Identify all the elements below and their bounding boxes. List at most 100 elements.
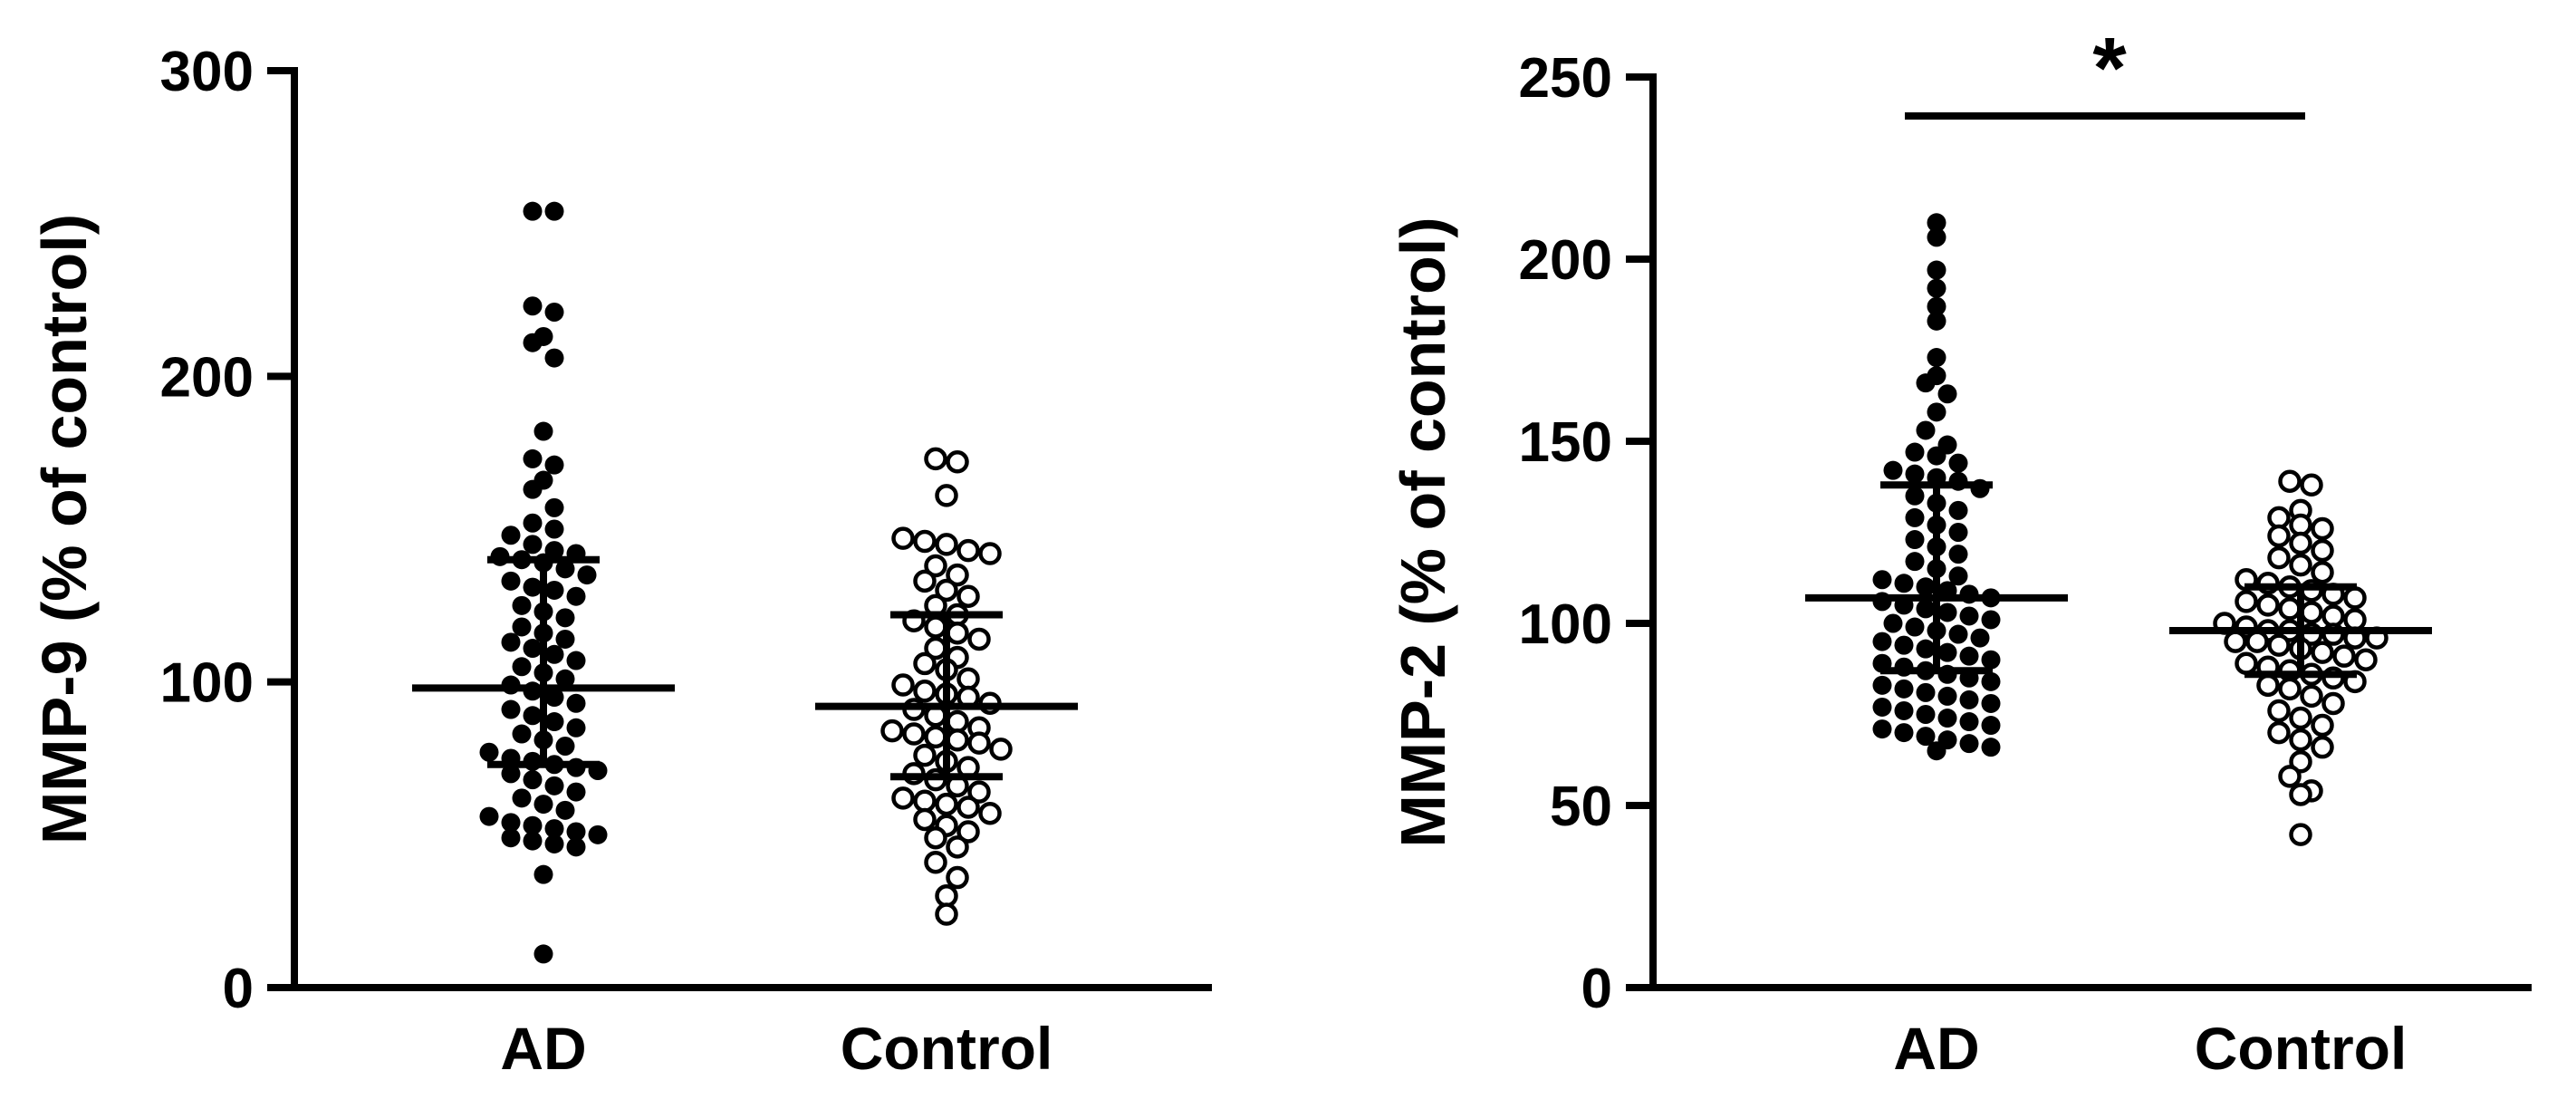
data-point [913, 569, 937, 593]
data-point [2343, 586, 2367, 610]
data-point [913, 789, 937, 813]
data-point [1937, 603, 1957, 622]
data-point [1927, 213, 1946, 233]
data-point [2311, 641, 2334, 664]
data-point [555, 629, 575, 649]
data-point [2278, 677, 2302, 701]
x-category-label: AD [500, 1015, 586, 1082]
data-point [2245, 630, 2269, 653]
data-point [935, 533, 958, 556]
data-point [566, 651, 586, 670]
data-point [2267, 506, 2291, 530]
data-point [891, 673, 915, 697]
y-tick-label: 100 [1519, 593, 1612, 656]
data-point [501, 764, 521, 784]
data-point [1927, 402, 1946, 422]
data-point [523, 577, 543, 597]
x-category-label: Control [2195, 1015, 2408, 1082]
data-point [1916, 599, 1936, 619]
data-point [566, 837, 586, 857]
y-axis-title: MMP-2 (% of control) [1388, 217, 1458, 847]
data-point [533, 944, 553, 964]
data-point [946, 709, 969, 734]
data-point [2289, 553, 2312, 577]
data-point [1948, 545, 1968, 564]
data-point [935, 484, 958, 507]
y-tick-label: 200 [1519, 229, 1612, 292]
data-point [2278, 597, 2302, 621]
y-tick-label: 100 [160, 652, 254, 715]
data-point [523, 296, 543, 316]
data-point [1916, 727, 1936, 747]
data-point [1916, 705, 1936, 724]
data-point [512, 788, 532, 808]
data-point [913, 807, 937, 832]
data-point [1970, 628, 1990, 648]
data-point [544, 302, 564, 322]
data-point [544, 541, 564, 561]
series-ad [1805, 213, 2068, 761]
data-point [989, 738, 1013, 761]
data-point [978, 801, 1002, 825]
data-point [924, 554, 947, 578]
data-point [501, 571, 521, 591]
mmp2-panel: 0 50 100 150 200 250 MMP-2 (% of control) AD Con… [1388, 20, 2532, 1082]
data-point [1916, 420, 1936, 440]
data-point [2289, 750, 2312, 774]
data-point [2311, 735, 2334, 759]
data-point [913, 743, 937, 767]
data-point [544, 834, 564, 853]
data-point [2289, 531, 2312, 555]
data-point [2311, 713, 2334, 738]
data-point [1959, 734, 1979, 754]
data-point [1916, 373, 1936, 393]
data-point [1981, 650, 2001, 670]
data-point [523, 831, 543, 851]
data-point [544, 580, 564, 600]
data-point [523, 535, 543, 554]
data-point [1905, 442, 1925, 462]
data-point [967, 780, 991, 804]
data-point [2311, 560, 2334, 584]
y-tick-label: 300 [160, 41, 254, 103]
data-point [924, 850, 947, 874]
data-point [935, 902, 958, 926]
data-point [1905, 486, 1925, 506]
data-point [1916, 682, 1936, 702]
data-point [1959, 646, 1979, 666]
y-tick-label: 0 [223, 958, 254, 1020]
data-point [501, 828, 521, 848]
data-point [1894, 574, 1914, 593]
data-point [924, 725, 947, 749]
data-point [1927, 741, 1946, 761]
data-point [2235, 590, 2258, 613]
data-point [924, 615, 947, 639]
data-point [512, 617, 532, 637]
data-point [978, 542, 1002, 565]
data-point [967, 731, 991, 755]
data-point [533, 421, 553, 441]
data-point [544, 712, 564, 732]
data-point [2256, 673, 2280, 698]
data-point [946, 835, 969, 859]
data-point [1905, 530, 1925, 550]
data-point [501, 526, 521, 545]
data-point [1948, 624, 1968, 644]
data-point [2267, 545, 2291, 570]
data-point [1883, 613, 1903, 633]
data-point [1905, 552, 1925, 572]
data-point [913, 651, 937, 676]
data-point [2300, 684, 2323, 709]
data-point [555, 669, 575, 689]
data-point [1872, 632, 1892, 651]
data-point [1948, 566, 1968, 586]
data-point [544, 497, 564, 517]
data-point [902, 722, 926, 746]
data-point [523, 513, 543, 533]
data-point [1894, 679, 1914, 699]
data-point [2267, 524, 2291, 548]
data-point [1981, 671, 2001, 691]
data-point [2289, 728, 2312, 752]
data-point [523, 333, 543, 352]
data-point [523, 201, 543, 221]
